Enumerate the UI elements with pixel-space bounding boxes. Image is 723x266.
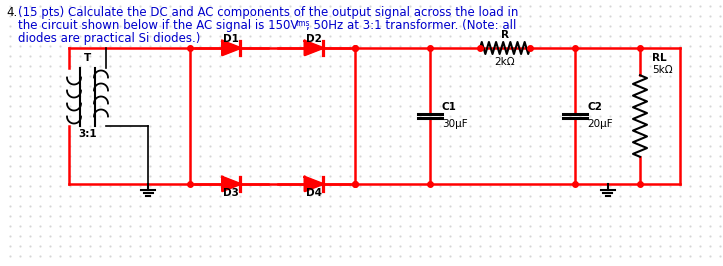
Text: D4: D4 (306, 188, 322, 198)
Text: R: R (501, 30, 509, 40)
Text: 20μF: 20μF (587, 119, 612, 129)
Text: 5kΩ: 5kΩ (652, 65, 672, 75)
Text: D3: D3 (223, 188, 239, 198)
Text: , 50Hz at 3:1 transformer. (Note: all: , 50Hz at 3:1 transformer. (Note: all (306, 19, 516, 32)
Polygon shape (305, 41, 322, 55)
Text: D2: D2 (306, 34, 322, 44)
Text: C2: C2 (587, 102, 602, 112)
Text: 30μF: 30μF (442, 119, 468, 129)
Text: diodes are practical Si diodes.): diodes are practical Si diodes.) (18, 32, 200, 45)
Polygon shape (305, 177, 322, 191)
Text: rms: rms (295, 19, 309, 28)
Text: D1: D1 (223, 34, 239, 44)
Text: T: T (85, 53, 92, 63)
Text: 3:1: 3:1 (79, 129, 98, 139)
Polygon shape (222, 177, 240, 191)
Text: the circuit shown below if the AC signal is 150V: the circuit shown below if the AC signal… (18, 19, 299, 32)
Text: C1: C1 (442, 102, 457, 112)
Text: 4.: 4. (6, 6, 17, 19)
Text: (15 pts) Calculate the DC and AC components of the output signal across the load: (15 pts) Calculate the DC and AC compone… (18, 6, 518, 19)
Text: 2kΩ: 2kΩ (495, 57, 515, 67)
Text: RL: RL (652, 53, 667, 63)
Polygon shape (222, 41, 240, 55)
